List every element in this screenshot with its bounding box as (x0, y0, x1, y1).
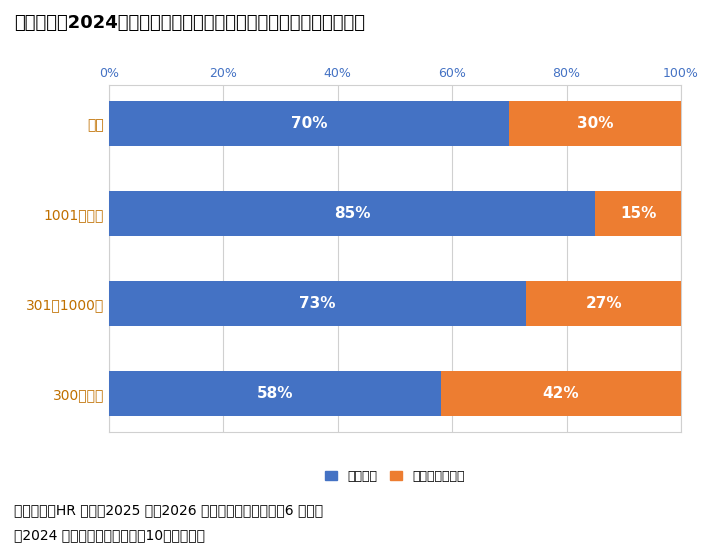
Bar (109, 371, 441, 416)
Text: ［図表１］2024年卒採用までの振り返りによる課題抽出の実施状況: ［図表１］2024年卒採用までの振り返りによる課題抽出の実施状況 (14, 14, 365, 32)
Text: （2024 年６月）（［図表２～10］も同じ）: （2024 年６月）（［図表２～10］も同じ） (14, 528, 205, 542)
Text: 70%: 70% (291, 116, 327, 131)
Text: 73%: 73% (299, 296, 336, 311)
Text: 42%: 42% (543, 386, 579, 401)
Legend: 実施した, 実施しなかった: 実施した, 実施しなかった (320, 465, 470, 488)
Bar (109, 191, 595, 236)
Text: 30%: 30% (577, 116, 614, 131)
Bar (441, 371, 681, 416)
Bar (595, 191, 681, 236)
Text: 資料出所：HR 総研「2025 年＆2026 年新卒採用動向調査（6 月）」: 資料出所：HR 総研「2025 年＆2026 年新卒採用動向調査（6 月）」 (14, 503, 323, 517)
Text: 85%: 85% (333, 206, 370, 221)
Text: 15%: 15% (620, 206, 656, 221)
Text: 58%: 58% (256, 386, 293, 401)
Bar (109, 281, 526, 326)
Bar (109, 101, 509, 146)
Bar (526, 281, 681, 326)
Bar (509, 101, 681, 146)
Text: 27%: 27% (585, 296, 622, 311)
